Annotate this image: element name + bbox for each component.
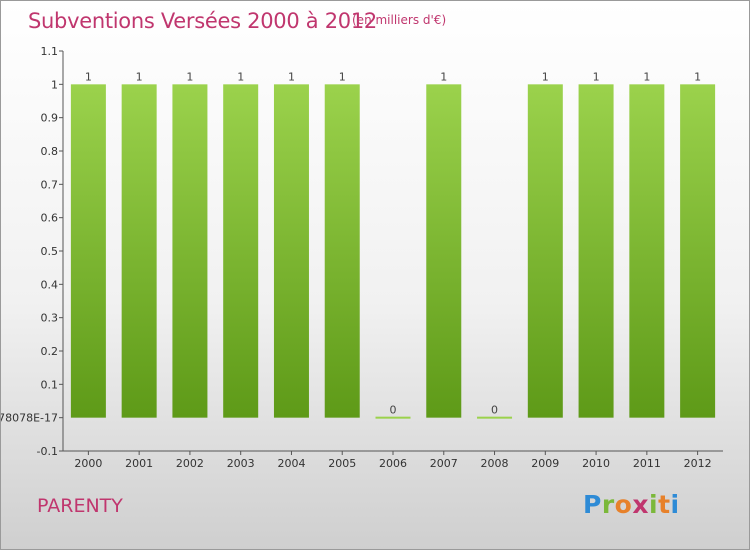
x-tick-label: 2000 [74,457,102,470]
x-tick-label: 2012 [684,457,712,470]
data-label: 1 [643,70,650,83]
data-label: 1 [85,70,92,83]
y-tick-label: 0.5 [41,245,59,258]
x-tick-label: 2007 [430,457,458,470]
y-axis: -0.1 1.38777878078E-17 0.1 0.2 0.3 0.4 0.5 0.6 0… [1,45,64,458]
x-tick-label: 2010 [582,457,610,470]
x-tick-label: 2011 [633,457,661,470]
y-tick-label: -0.1 [37,445,58,458]
chart-title: Subventions Versées 2000 à 2012 [28,9,377,33]
y-tick-label: 0.1 [41,378,59,391]
data-label: 0 [390,404,397,417]
data-label: 1 [694,70,701,83]
y-tick-label: 0.3 [41,312,59,325]
y-tick-label: 1.38777878078E-17 [1,412,58,425]
bar [273,84,309,418]
x-tick-label: 2008 [481,457,509,470]
y-tick-label: 0.2 [41,345,59,358]
bar [324,84,360,418]
y-tick-label: 0.4 [41,278,59,291]
y-tick-label: 0.7 [41,178,59,191]
y-tick-label: 1 [51,78,58,91]
data-label: 0 [491,404,498,417]
bar [70,84,106,418]
bar [426,84,462,418]
x-tick-label: 2005 [328,457,356,470]
data-label: 1 [186,70,193,83]
proxiti-logo: Proxiti [583,490,680,519]
bar [121,84,157,418]
data-label: 1 [339,70,346,83]
x-tick-label: 2009 [531,457,559,470]
data-label: 1 [136,70,143,83]
data-label: 1 [593,70,600,83]
y-tick-label: 0.9 [41,112,59,125]
y-tick-label: 1.1 [41,45,59,58]
data-label: 1 [237,70,244,83]
bar [527,84,563,418]
chart-unit: (en milliers d'€) [352,13,447,27]
bar-series [70,84,716,419]
x-tick-label: 2003 [227,457,255,470]
bar [680,84,716,418]
data-labels: 1 1 1 1 1 1 0 1 0 1 1 1 1 [85,70,701,416]
bar [578,84,614,418]
data-label: 1 [542,70,549,83]
x-tick-label: 2004 [277,457,305,470]
data-label: 1 [288,70,295,83]
x-axis: 2000 2001 2002 2003 2004 2005 2006 2007 2008 2009… [63,450,723,470]
data-label: 1 [440,70,447,83]
x-tick-label: 2002 [176,457,204,470]
x-tick-label: 2006 [379,457,407,470]
bar [477,416,513,419]
x-tick-label: 2001 [125,457,153,470]
bar [375,416,411,419]
bar [223,84,259,418]
commune-name: PARENTY [37,495,123,517]
y-tick-label: 0.8 [41,145,59,158]
y-tick-label: 0.6 [41,212,59,225]
bar [629,84,665,418]
bar [172,84,208,418]
